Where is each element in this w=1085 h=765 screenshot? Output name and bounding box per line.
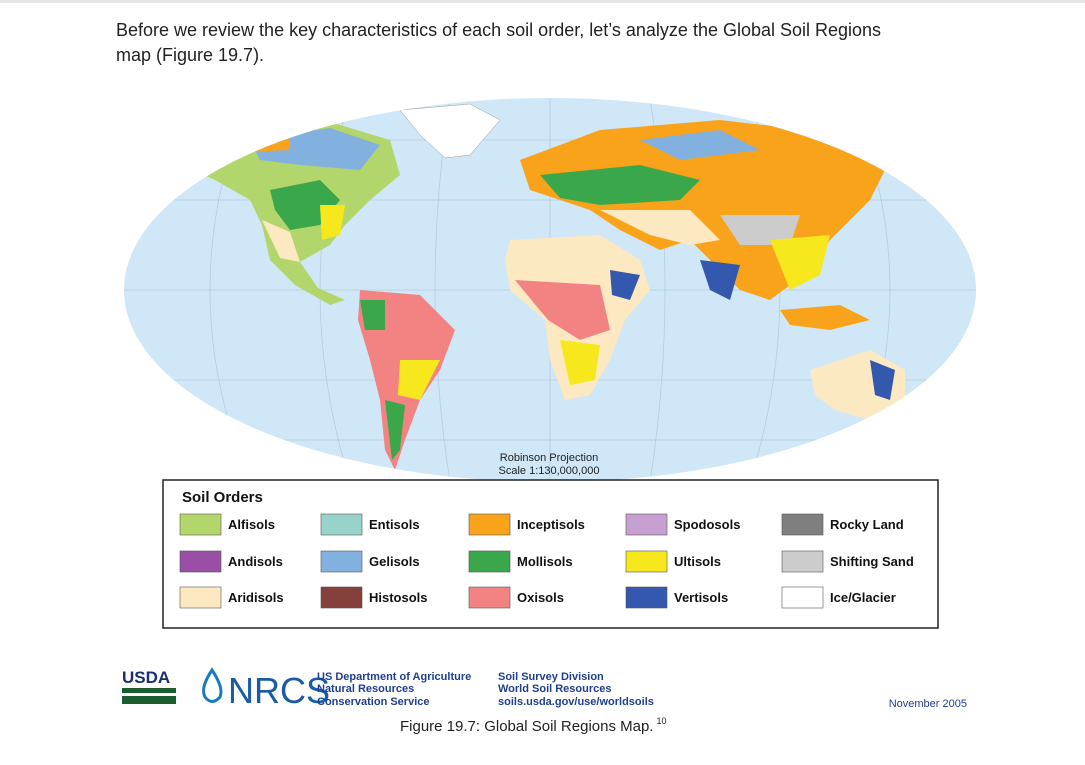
legend-item: Alfisols — [179, 513, 275, 536]
division-line: soils.usda.gov/use/worldsoils — [498, 696, 654, 708]
legend-label: Ultisols — [674, 554, 721, 569]
legend-label: Ice/Glacier — [830, 590, 896, 605]
map: Robinson Projection Scale 1:130,000,000 — [124, 98, 976, 482]
legend-swatch — [468, 586, 511, 609]
legend-swatch — [179, 550, 222, 573]
legend-swatch — [781, 513, 824, 536]
legend-swatch — [179, 513, 222, 536]
usda-stripe — [122, 688, 176, 693]
landmasses — [124, 98, 976, 482]
usda-logo: USDA — [122, 668, 170, 687]
legend-item: Histosols — [320, 586, 428, 609]
legend-item: Shifting Sand — [781, 550, 914, 573]
legend-label: Vertisols — [674, 590, 728, 605]
caption-text: Figure 19.7: Global Soil Regions Map. — [400, 718, 653, 735]
agency-line: Conservation Service — [317, 696, 430, 708]
legend-label: Spodosols — [674, 517, 740, 532]
legend-swatch — [468, 513, 511, 536]
caption: Figure 19.7: Global Soil Regions Map. 10 — [400, 716, 667, 735]
legend-item: Ultisols — [625, 550, 721, 573]
date: November 2005 — [889, 698, 967, 710]
legend-label: Rocky Land — [830, 517, 904, 532]
nrcs-drop — [202, 667, 223, 703]
legend-swatch — [468, 550, 511, 573]
legend-swatch — [320, 586, 363, 609]
division-line: Soil Survey Division — [498, 671, 604, 683]
legend-item: Ice/Glacier — [781, 586, 896, 609]
legend-label: Alfisols — [228, 517, 275, 532]
nrcs-logo: NRCS — [228, 670, 330, 711]
legend-swatch — [179, 586, 222, 609]
legend: Soil Orders Alfisols Andisols Aridisols Ent… — [162, 479, 939, 629]
legend-item: Vertisols — [625, 586, 728, 609]
legend-label: Shifting Sand — [830, 554, 914, 569]
footnote-ref: 10 — [656, 716, 666, 726]
legend-label: Entisols — [369, 517, 420, 532]
legend-label: Mollisols — [517, 554, 573, 569]
scale-label: Scale 1:130,000,000 — [499, 465, 600, 477]
legend-item: Mollisols — [468, 550, 573, 573]
agency-line: Natural Resources — [317, 683, 414, 695]
legend-label: Oxisols — [517, 590, 564, 605]
agency-line: US Department of Agriculture — [317, 671, 471, 683]
projection-label: Robinson Projection — [500, 452, 598, 464]
legend-item: Inceptisols — [468, 513, 585, 536]
top-bar — [0, 0, 1085, 3]
legend-swatch — [781, 550, 824, 573]
legend-item: Aridisols — [179, 586, 284, 609]
legend-item: Oxisols — [468, 586, 564, 609]
legend-item: Gelisols — [320, 550, 420, 573]
paragraph-line: map (Figure 19.7). — [116, 45, 264, 65]
legend-swatch — [320, 513, 363, 536]
usda-stripe — [122, 696, 176, 704]
legend-swatch — [625, 550, 668, 573]
paragraph-line: Before we review the key characteristics… — [116, 20, 881, 40]
legend-item: Entisols — [320, 513, 420, 536]
footer: USDA NRCS US Department of Agriculture N… — [122, 667, 967, 711]
legend-swatch — [625, 586, 668, 609]
legend-swatch — [320, 550, 363, 573]
legend-label: Aridisols — [228, 590, 284, 605]
legend-item: Rocky Land — [781, 513, 904, 536]
legend-label: Andisols — [228, 554, 283, 569]
legend-swatch — [781, 586, 824, 609]
legend-label: Gelisols — [369, 554, 420, 569]
legend-label: Histosols — [369, 590, 428, 605]
legend-item: Andisols — [179, 550, 283, 573]
legend-title: Soil Orders — [182, 489, 263, 506]
legend-swatch — [625, 513, 668, 536]
legend-item: Spodosols — [625, 513, 740, 536]
division-line: World Soil Resources — [498, 683, 612, 695]
legend-label: Inceptisols — [517, 517, 585, 532]
